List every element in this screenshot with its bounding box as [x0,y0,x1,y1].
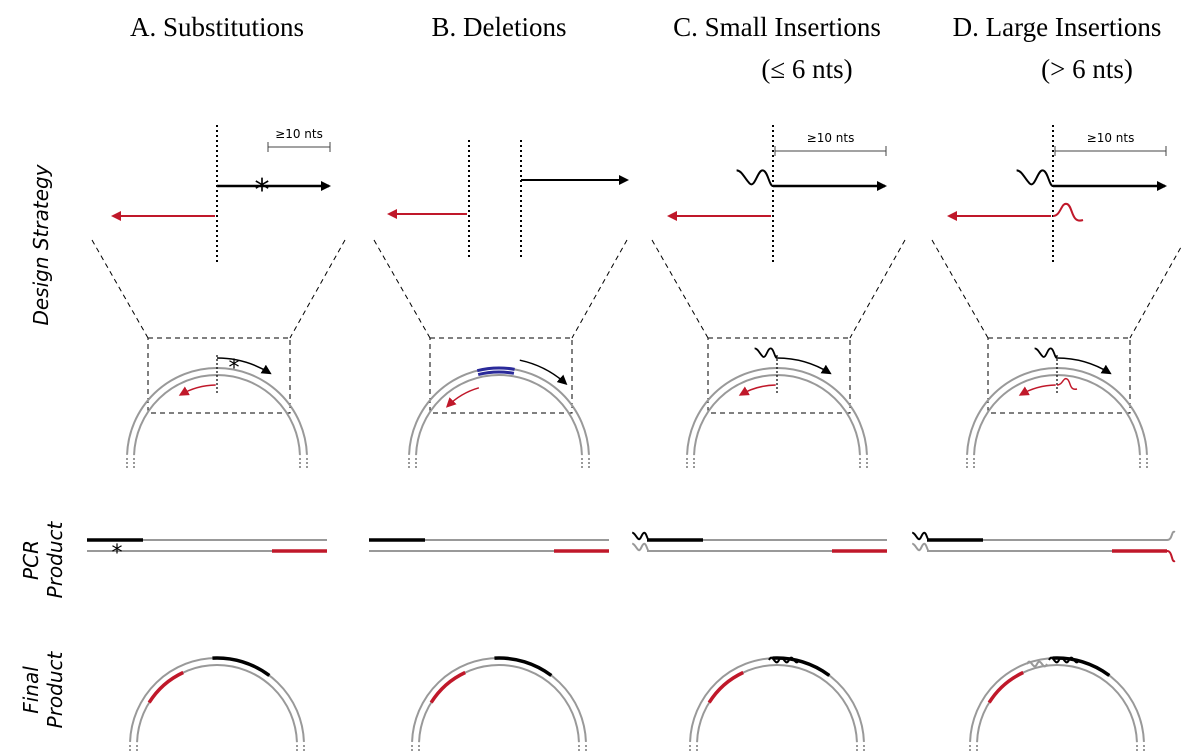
path [519,359,568,386]
path [415,374,583,456]
path [912,542,930,552]
row-label: Design Strategy [29,163,53,325]
column-title: D. Large Insertions [953,12,1162,42]
path [147,670,184,704]
path [1016,169,1054,187]
path [772,656,831,677]
path [973,373,1141,456]
path [632,542,650,552]
path [494,656,553,677]
path [686,367,868,455]
path [411,657,587,743]
path [1052,202,1084,222]
annotation: ≥10 nts [1087,131,1135,145]
line [849,239,906,339]
path [129,657,305,743]
path [768,656,800,664]
line [651,239,709,339]
line [91,239,149,339]
path [1034,347,1058,359]
path [1166,530,1176,541]
path [987,670,1024,704]
line [373,239,431,339]
asterisk: * [255,173,270,208]
line [1129,246,1181,339]
column-title: A. Substitutions [130,12,304,42]
line [571,239,628,339]
row-label: Product [43,650,67,728]
path [707,670,744,704]
path [1052,656,1111,677]
path [216,357,272,375]
path [776,357,832,375]
path [912,531,930,541]
path [445,387,480,408]
path [696,664,858,743]
path [1056,357,1112,375]
path [969,657,1145,742]
zoom-box [707,337,851,414]
path [1026,660,1048,668]
path [477,370,515,377]
line [289,239,346,339]
path [476,366,515,373]
path [126,367,308,455]
path [1166,550,1176,563]
asterisk: * [112,541,123,566]
path [736,169,774,187]
path [178,384,216,396]
zoom-box [987,337,1131,414]
path [429,670,466,704]
zoom-box [147,337,291,414]
path [212,656,271,677]
column-title: C. Small Insertions [673,12,881,42]
annotation: ≥10 nts [275,127,323,141]
line [931,239,989,339]
row-label: Product [43,520,67,598]
column-title: B. Deletions [432,12,567,42]
column-subtitle: (> 6 nts) [1041,54,1133,84]
path [136,664,298,743]
path [632,531,650,541]
row-label: Final [19,666,43,714]
path [738,384,776,396]
path [966,367,1148,455]
path [976,664,1138,743]
row-label: PCR [19,540,43,580]
path [418,664,580,743]
zoom-box [429,337,573,414]
annotation: ≥10 nts [807,131,855,145]
column-subtitle: (≤ 6 nts) [761,54,852,84]
path [1056,377,1078,390]
asterisk: * [229,356,240,381]
path [754,347,778,359]
path [689,657,865,743]
path [1018,384,1056,396]
path [1048,656,1080,664]
